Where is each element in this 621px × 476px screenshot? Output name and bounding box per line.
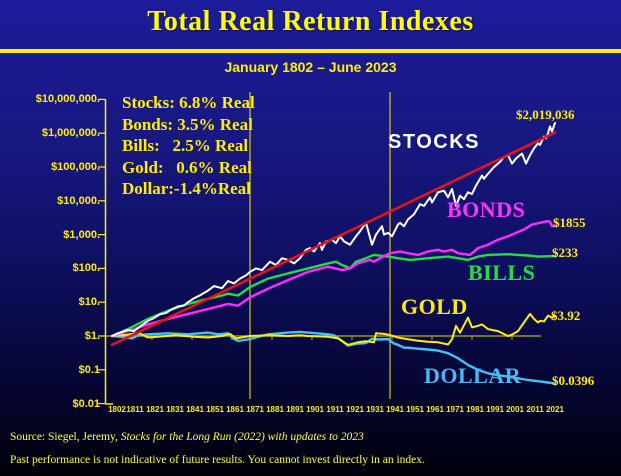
x-tick-label-1851: 1851 xyxy=(206,405,224,414)
series-label-bills: BILLS xyxy=(468,260,536,285)
legend-line-dollar: Dollar:-1.4%Real xyxy=(122,179,251,199)
series-label-gold: GOLD xyxy=(401,294,468,319)
x-tick-label-1941: 1941 xyxy=(386,405,404,414)
end-value-bonds: $1855 xyxy=(553,215,586,230)
legend-line-gold: Gold: 0.6% Real xyxy=(122,157,252,177)
x-tick-label-1841: 1841 xyxy=(186,405,204,414)
y-tick-label: $1. xyxy=(84,330,100,342)
x-tick-label-1861: 1861 xyxy=(226,405,244,414)
disclaimer-text: Past performance is not indicative of fu… xyxy=(10,454,425,466)
end-value-gold: $3.92 xyxy=(551,308,581,323)
x-tick-label-1821: 1821 xyxy=(146,405,164,414)
series-label-dollar: DOLLAR xyxy=(424,363,522,388)
y-tick-label: $1,000,000. xyxy=(41,127,100,140)
x-tick-label-1961: 1961 xyxy=(426,405,444,414)
returns-legend: Stocks: 6.8% Real Bonds: 3.5% Real Bills… xyxy=(122,92,255,200)
series-label-stocks: STOCKS xyxy=(388,131,480,153)
x-tick-label-1881: 1881 xyxy=(266,405,284,414)
y-tick-label: $1,000. xyxy=(63,228,100,241)
x-tick-label-1831: 1831 xyxy=(166,405,184,414)
y-tick-label: $10,000,000. xyxy=(35,93,100,106)
x-tick-label-2011: 2011 xyxy=(526,405,544,414)
legend-line-bills: Bills: 2.5% Real xyxy=(122,136,249,156)
x-tick-label-1871: 1871 xyxy=(246,405,264,414)
end-value-bills: $233 xyxy=(552,245,578,260)
x-tick-label-1981: 1981 xyxy=(466,405,484,414)
series-label-bonds: BONDS xyxy=(447,197,526,222)
series-line-bills xyxy=(110,253,557,338)
end-value-stocks: $2,019,036 xyxy=(516,107,575,122)
x-tick-label-1921: 1921 xyxy=(346,405,364,414)
y-tick-label: $10,000. xyxy=(57,194,100,207)
title-divider xyxy=(0,49,621,53)
series-line-dollar xyxy=(110,330,557,385)
page-title: Total Real Return Indexes xyxy=(147,6,474,37)
series-line-gold xyxy=(111,312,556,346)
y-tick-label: $0.1 xyxy=(78,363,100,376)
series-line-bonds xyxy=(110,219,557,338)
y-tick-label: $100,000. xyxy=(51,161,100,173)
date-range-subtitle: January 1802 – June 2023 xyxy=(224,59,397,75)
y-tick-label: $10. xyxy=(78,296,100,309)
x-tick-label-1891: 1891 xyxy=(286,405,304,414)
end-value-dollar: $0.0396 xyxy=(552,373,595,388)
y-tick-label: $100. xyxy=(72,262,100,275)
x-tick-label-2001: 2001 xyxy=(506,405,524,414)
series-line-trend xyxy=(110,131,557,347)
source-book-title: Stocks for the Long Run (2022) with upda… xyxy=(120,431,364,443)
x-tick-label-1991: 1991 xyxy=(486,405,504,414)
x-tick-label-1911: 1911 xyxy=(326,405,344,414)
x-tick-label-2021: 2021 xyxy=(546,405,564,414)
x-tick-label-1951: 1951 xyxy=(406,405,424,414)
source-note: Source: Siegel, Jeremy, Stocks for the L… xyxy=(10,431,364,443)
x-tick-label-1802: 1802 xyxy=(108,405,126,414)
x-tick-label-1931: 1931 xyxy=(366,405,384,414)
source-prefix: Source: Siegel, Jeremy, xyxy=(10,431,121,443)
x-tick-label-1971: 1971 xyxy=(446,405,464,414)
legend-line-bonds: Bonds: 3.5% Real xyxy=(122,114,253,134)
x-tick-label-1811: 1811 xyxy=(126,405,144,414)
legend-line-stocks: Stocks: 6.8% Real xyxy=(122,93,255,112)
y-tick-label: $0.01 xyxy=(72,397,100,410)
x-tick-label-1901: 1901 xyxy=(306,405,324,414)
